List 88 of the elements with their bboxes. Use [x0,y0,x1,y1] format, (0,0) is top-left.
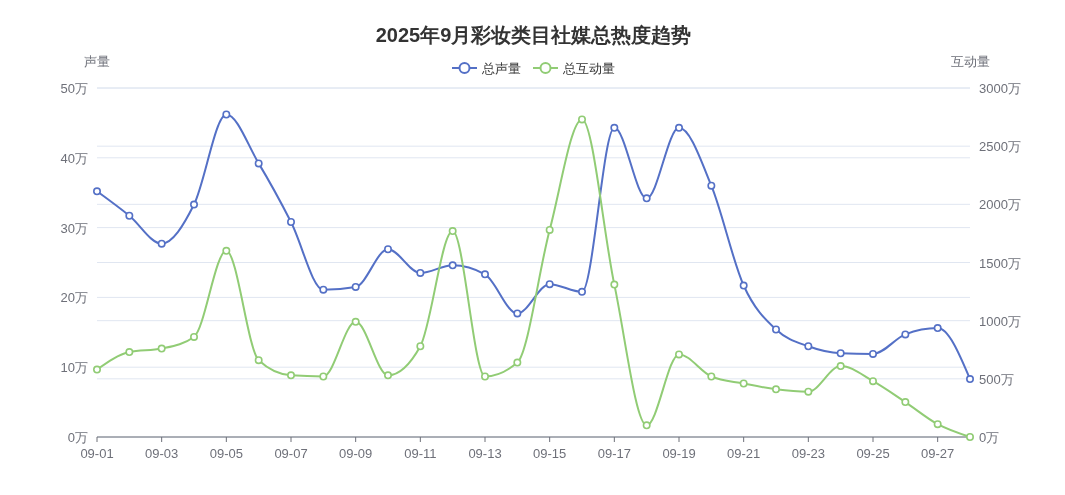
point [610,123,619,132]
y-tick-label: 10万 [60,360,88,376]
x-tick-label: 09-21 [727,446,761,461]
y-tick-label: 40万 [60,150,88,166]
x-tick-label: 09-05 [209,446,243,461]
point [416,268,425,277]
point [901,398,910,407]
point [707,181,716,190]
point [222,110,231,119]
x-tick-label: 09-13 [468,446,502,461]
y2-tick-label: 500万 [979,371,1014,387]
y2-axis-title: 互动量 [950,54,990,69]
y2-tick-label: 2500万 [979,139,1021,155]
point [319,285,328,294]
point [772,385,780,394]
point [319,372,328,381]
point [901,330,910,339]
y-tick-label: 0万 [67,430,88,445]
point [351,282,360,291]
point [642,421,651,430]
point [836,349,845,358]
point [93,187,101,196]
x-tick-label: 09-03 [145,446,179,461]
point [578,287,586,296]
y-tick-label: 30万 [60,220,88,236]
x-tick-label: 09-23 [791,446,825,461]
point [804,387,813,396]
chart-title: 2025年9月彩妆类目社媒总热度趋势 [375,24,692,46]
point [513,309,522,318]
point [125,211,134,220]
point [804,342,813,351]
point [513,358,522,367]
point [966,375,974,384]
y2-tick-label: 1500万 [979,255,1021,271]
y2-tick-label: 3000万 [979,81,1021,96]
point [287,218,295,227]
point [254,159,263,168]
point [642,194,651,203]
point [93,365,101,374]
point [545,280,554,289]
point [610,280,619,289]
point [545,225,554,234]
point [287,371,295,380]
point [933,324,942,333]
x-tick-label: 09-27 [921,446,955,461]
legend-label: 总声量 [481,61,521,76]
x-tick-label: 09-11 [404,446,437,461]
point [222,246,231,255]
point [933,420,942,429]
point [739,281,748,290]
x-tick-label: 09-17 [597,446,631,461]
point [384,245,392,254]
x-tick-label: 09-25 [856,446,890,461]
point [869,349,877,358]
y2-tick-label: 1000万 [979,313,1021,329]
y2-tick-label: 2000万 [979,197,1021,213]
y2-tick-label: 0万 [979,430,1000,445]
x-tick-label: 09-15 [533,446,567,461]
point [675,350,683,359]
point [157,239,166,248]
point [416,342,425,351]
point [707,372,716,381]
y-axis-title: 声量 [84,54,110,69]
point [578,115,586,124]
point [157,344,166,353]
x-tick-label: 09-01 [80,446,114,461]
point [190,332,198,341]
point [125,348,134,357]
y-tick-label: 50万 [60,81,88,96]
x-tick-label: 09-07 [274,446,308,461]
y-tick-label: 20万 [60,290,88,306]
point [869,377,877,386]
x-tick-label: 09-19 [662,446,696,461]
point [448,227,457,236]
point [675,123,683,132]
point [190,200,198,209]
point [448,261,457,270]
point [481,270,489,279]
point [351,317,360,326]
point [836,362,845,371]
legend-label: 总互动量 [562,61,615,76]
point [481,372,489,381]
point [966,433,974,441]
point [254,356,263,365]
point [772,325,780,334]
point [384,371,392,380]
point [739,379,748,388]
x-tick-label: 09-09 [339,446,373,461]
